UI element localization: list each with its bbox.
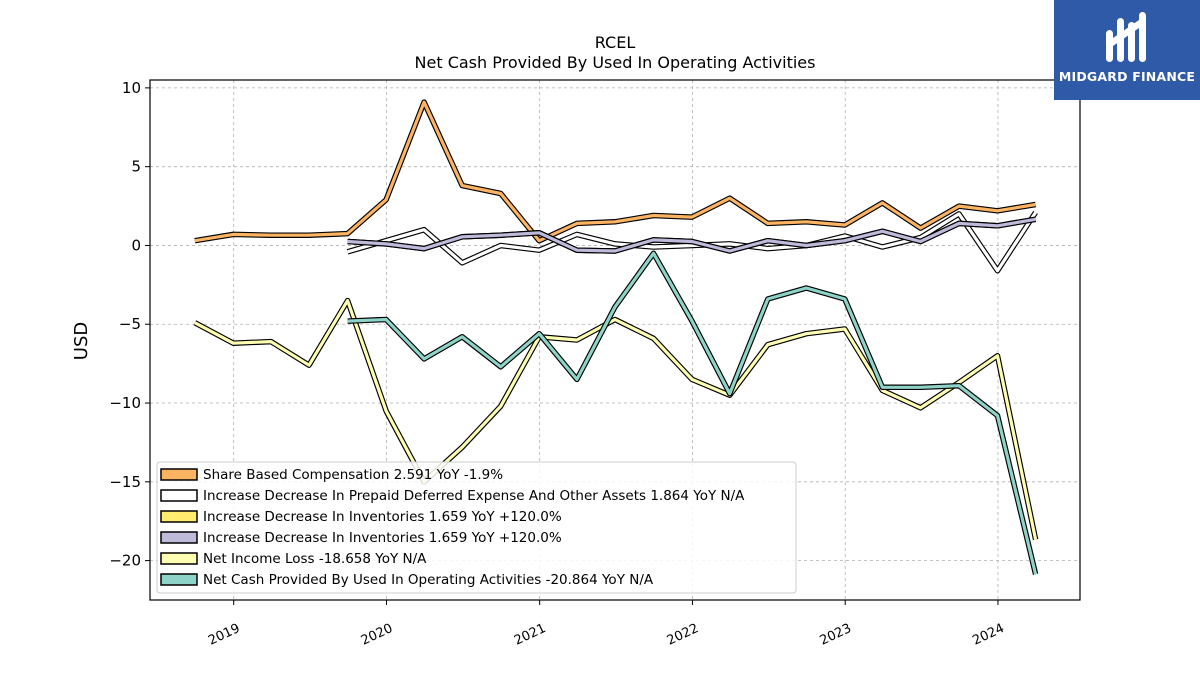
y-axis-ticks: 10 5 0 −5 −10 −15 −20 bbox=[109, 79, 150, 570]
legend-swatch bbox=[160, 468, 198, 481]
legend-entry: Increase Decrease In Prepaid Deferred Ex… bbox=[203, 488, 745, 504]
y-tick-label: 10 bbox=[122, 79, 141, 97]
plot-frame bbox=[149, 79, 1081, 601]
legend-entry: Net Cash Provided By Used In Operating A… bbox=[203, 572, 654, 588]
legend-swatch bbox=[160, 489, 198, 502]
chart-subtitle: Net Cash Provided By Used In Operating A… bbox=[415, 53, 816, 72]
legend-swatch bbox=[160, 510, 198, 523]
y-tick-label: −10 bbox=[109, 394, 141, 412]
legend-swatch bbox=[160, 531, 198, 544]
brand-logo: MIDGARD FINANCE bbox=[1054, 0, 1200, 100]
x-tick-label: 2022 bbox=[665, 621, 701, 649]
series-line bbox=[347, 216, 1037, 254]
x-tick-label: 2023 bbox=[818, 621, 854, 649]
x-tick-label: 2020 bbox=[359, 621, 395, 649]
legend: Share Based Compensation 2.591 YoY -1.9%… bbox=[156, 461, 797, 594]
series-stroke bbox=[347, 217, 1036, 253]
legend-entry: Net Income Loss -18.658 YoY N/A bbox=[203, 551, 427, 567]
legend-swatch bbox=[160, 552, 198, 565]
series-stroke bbox=[194, 100, 1036, 243]
series-line bbox=[346, 210, 1038, 274]
y-tick-label: −15 bbox=[109, 473, 141, 491]
legend-entry: Increase Decrease In Inventories 1.659 Y… bbox=[203, 530, 562, 546]
x-tick-label: 2021 bbox=[512, 621, 548, 649]
brand-mark-icon bbox=[1106, 12, 1146, 62]
series-line bbox=[347, 250, 1039, 575]
brand-name: MIDGARD FINANCE bbox=[1058, 69, 1196, 84]
x-axis-ticks: 2019 2020 2021 2022 2023 2024 bbox=[206, 600, 1007, 649]
series-stroke bbox=[194, 299, 1038, 540]
series-stroke bbox=[347, 251, 1038, 575]
y-tick-label: −20 bbox=[109, 552, 141, 570]
x-tick-label: 2019 bbox=[206, 621, 242, 649]
y-tick-label: 5 bbox=[131, 158, 141, 176]
series-lines bbox=[193, 99, 1039, 575]
x-tick-label: 2024 bbox=[970, 621, 1006, 649]
legend-box bbox=[156, 461, 797, 594]
series-stroke bbox=[347, 211, 1037, 273]
legend-entry: Share Based Compensation 2.591 YoY -1.9% bbox=[203, 467, 503, 483]
y-tick-label: 0 bbox=[131, 236, 141, 254]
y-axis-label: USD bbox=[71, 322, 92, 360]
series-line bbox=[193, 297, 1039, 541]
chart-title: RCEL bbox=[595, 33, 636, 52]
legend-swatch bbox=[160, 573, 198, 586]
series-line bbox=[194, 99, 1037, 244]
y-tick-label: −5 bbox=[119, 315, 141, 333]
legend-entry: Increase Decrease In Inventories 1.659 Y… bbox=[203, 509, 562, 525]
